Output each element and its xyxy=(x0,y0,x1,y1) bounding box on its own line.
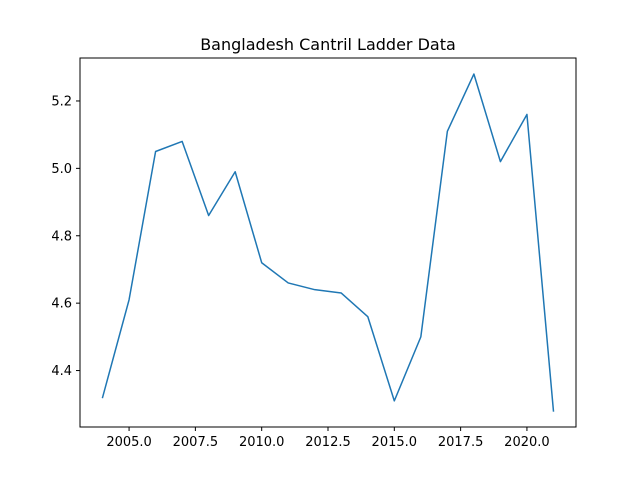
x-tick-label: 2015.0 xyxy=(372,435,418,450)
x-tick-label: 2020.0 xyxy=(504,435,550,450)
x-axis: 2005.0 2007.5 2010.0 2012.5 2015.0 2017.5 2020… xyxy=(106,427,550,450)
y-tick-label: 5.2 xyxy=(51,94,72,109)
y-tick-label: 5.0 xyxy=(51,162,72,177)
axes-frame xyxy=(79,57,577,428)
plot-area xyxy=(101,73,555,412)
series-line-0 xyxy=(101,73,555,412)
x-tick-label: 2007.5 xyxy=(173,435,219,450)
y-tick-label: 4.4 xyxy=(51,364,72,379)
chart-title: Bangladesh Cantril Ladder Data xyxy=(200,35,456,54)
x-tick-label: 2010.0 xyxy=(239,435,285,450)
x-tick-label: 2012.5 xyxy=(305,435,351,450)
x-tick-label: 2005.0 xyxy=(106,435,152,450)
y-tick-label: 4.8 xyxy=(51,229,72,244)
x-tick-label: 2017.5 xyxy=(438,435,484,450)
y-axis: 4.4 4.6 4.8 5.0 5.2 xyxy=(51,94,80,379)
y-tick-label: 4.6 xyxy=(51,297,72,312)
